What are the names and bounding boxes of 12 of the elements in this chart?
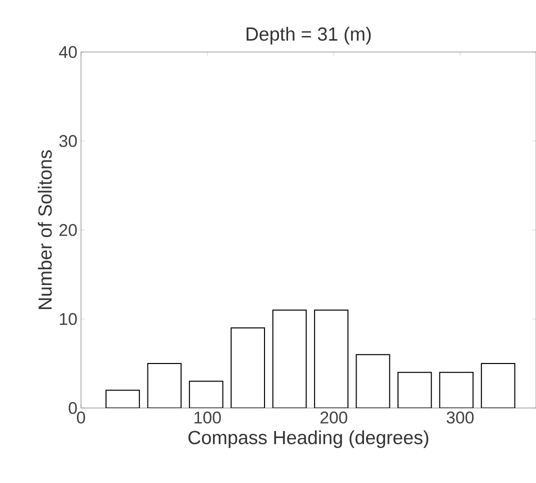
y-tick-label: 40 <box>59 46 77 58</box>
y-tick-label: 10 <box>60 313 77 325</box>
x-tick-label: 300 <box>446 412 474 424</box>
x-tick-label: 100 <box>194 412 221 424</box>
y-axis-title: Number of Solitons <box>38 150 52 309</box>
y-tick-label: 20 <box>60 224 77 236</box>
x-tick-label: 200 <box>320 412 348 424</box>
y-tick-label: 0 <box>68 402 77 414</box>
x-tick-label: 0 <box>76 412 86 424</box>
y-tick-label: 30 <box>59 135 77 147</box>
x-axis-title: Compass Heading (degrees) <box>188 430 428 448</box>
chart-title: Depth = 31 (m) <box>246 26 371 44</box>
